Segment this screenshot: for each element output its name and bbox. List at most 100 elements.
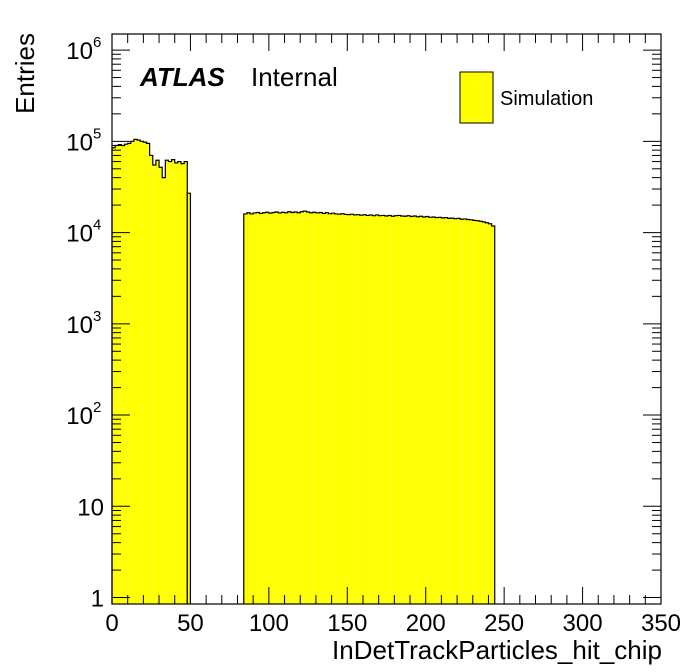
- histogram-bin: [177, 161, 182, 604]
- histogram-bin: [328, 213, 332, 604]
- histogram-bin: [369, 214, 373, 604]
- histogram-outline: [243, 210, 496, 604]
- histogram-bin: [350, 214, 354, 604]
- histogram-bin: [146, 143, 150, 604]
- histogram-bin: [278, 212, 282, 604]
- histogram-bin: [394, 215, 398, 605]
- histogram-bin: [312, 212, 316, 604]
- histogram-bin: [372, 215, 376, 605]
- histogram-bin: [441, 217, 445, 604]
- x-tick-label: 0: [105, 610, 118, 637]
- histogram-bin: [293, 212, 298, 604]
- histogram-bin: [165, 160, 169, 604]
- histogram-bin: [410, 216, 414, 604]
- histogram-bin: [425, 216, 429, 604]
- histogram-bin: [450, 218, 454, 604]
- histogram-bin: [466, 219, 470, 604]
- histogram-bin: [159, 167, 163, 604]
- histogram-bin: [300, 211, 304, 604]
- histogram-bin: [331, 213, 335, 604]
- histogram-bin: [271, 212, 276, 604]
- y-tick-exponent: 6: [93, 34, 101, 51]
- atlas-label: ATLAS: [139, 62, 225, 92]
- histogram-bin: [334, 213, 338, 605]
- histogram-bin: [419, 216, 423, 604]
- histogram-bin: [460, 219, 464, 604]
- y-tick-label: 1: [91, 586, 104, 613]
- histogram-bin: [375, 214, 379, 604]
- histogram-bin: [130, 141, 134, 605]
- histogram-bin: [406, 215, 411, 605]
- histogram-bin: [275, 212, 279, 604]
- histogram-bin: [416, 216, 420, 604]
- histogram-bin: [162, 177, 166, 605]
- histogram-outline: [111, 138, 188, 604]
- x-tick-label: 100: [249, 610, 289, 637]
- histogram-bin: [315, 212, 320, 604]
- histogram-bin: [181, 163, 185, 605]
- histogram-bin: [297, 212, 301, 604]
- histogram-bin: [491, 226, 495, 605]
- histogram-bin: [303, 211, 307, 604]
- histogram-bin: [243, 213, 247, 605]
- histogram-bin: [184, 161, 188, 604]
- histogram-bin: [482, 221, 486, 604]
- y-tick-label: 10: [66, 38, 93, 65]
- histogram-bin: [253, 212, 257, 604]
- histogram-bin: [306, 212, 310, 604]
- histogram-bin: [265, 212, 269, 604]
- histogram-bin: [133, 139, 138, 604]
- histogram-bin: [435, 217, 439, 604]
- histogram-bin: [378, 215, 382, 605]
- histogram-bin: [309, 212, 313, 604]
- histogram-bin: [428, 217, 432, 604]
- histogram-bars: [111, 138, 496, 605]
- histogram-bin: [488, 223, 492, 604]
- x-axis-label: InDetTrackParticles_hit_chip: [332, 635, 662, 665]
- y-tick-exponent: 4: [93, 217, 101, 234]
- histogram-bin: [168, 161, 172, 604]
- histogram-bin: [174, 162, 178, 605]
- histogram-bin: [485, 222, 489, 605]
- histogram-bin: [469, 219, 473, 604]
- histogram-bin: [444, 217, 448, 604]
- x-tick-label: 350: [641, 610, 681, 637]
- histogram-bin: [347, 214, 351, 604]
- x-tick-label: 200: [406, 610, 446, 637]
- atlas-status: Internal: [251, 62, 338, 92]
- histogram-bin: [246, 212, 251, 604]
- histogram-bin: [457, 218, 461, 604]
- histogram-bin: [325, 212, 329, 604]
- histogram-bin: [256, 212, 260, 604]
- histogram-bin: [453, 218, 458, 605]
- x-axis-ticks: 0 50 100 150 200 250 300 350: [105, 34, 681, 637]
- histogram-bin: [281, 212, 285, 604]
- histogram-bin: [353, 214, 357, 604]
- histogram-bin: [262, 212, 266, 604]
- legend-swatch: [459, 71, 494, 124]
- y-tick-label: 10: [66, 129, 93, 156]
- histogram-bin: [121, 145, 125, 604]
- histogram-bin: [143, 142, 147, 605]
- legend-label: Simulation: [500, 88, 593, 110]
- histogram-bin: [344, 214, 348, 605]
- histogram-bin: [171, 159, 175, 604]
- histogram-bin: [259, 213, 263, 604]
- histogram-bin: [447, 218, 451, 604]
- histogram-bin: [388, 215, 392, 605]
- y-axis-label: Entries: [10, 33, 40, 114]
- y-tick-label: 10: [66, 221, 93, 248]
- histogram-bin: [384, 215, 389, 604]
- histogram-bin: [118, 144, 122, 604]
- y-tick-exponent: 3: [93, 308, 101, 325]
- histogram-bin: [479, 221, 483, 604]
- histogram-bin: [115, 145, 119, 604]
- histogram-bin: [140, 141, 144, 605]
- histogram-bin: [322, 213, 326, 604]
- histogram-bin: [152, 165, 156, 605]
- histogram-bin: [250, 213, 254, 605]
- x-tick-label: 250: [484, 610, 524, 637]
- histogram-bin: [341, 213, 345, 604]
